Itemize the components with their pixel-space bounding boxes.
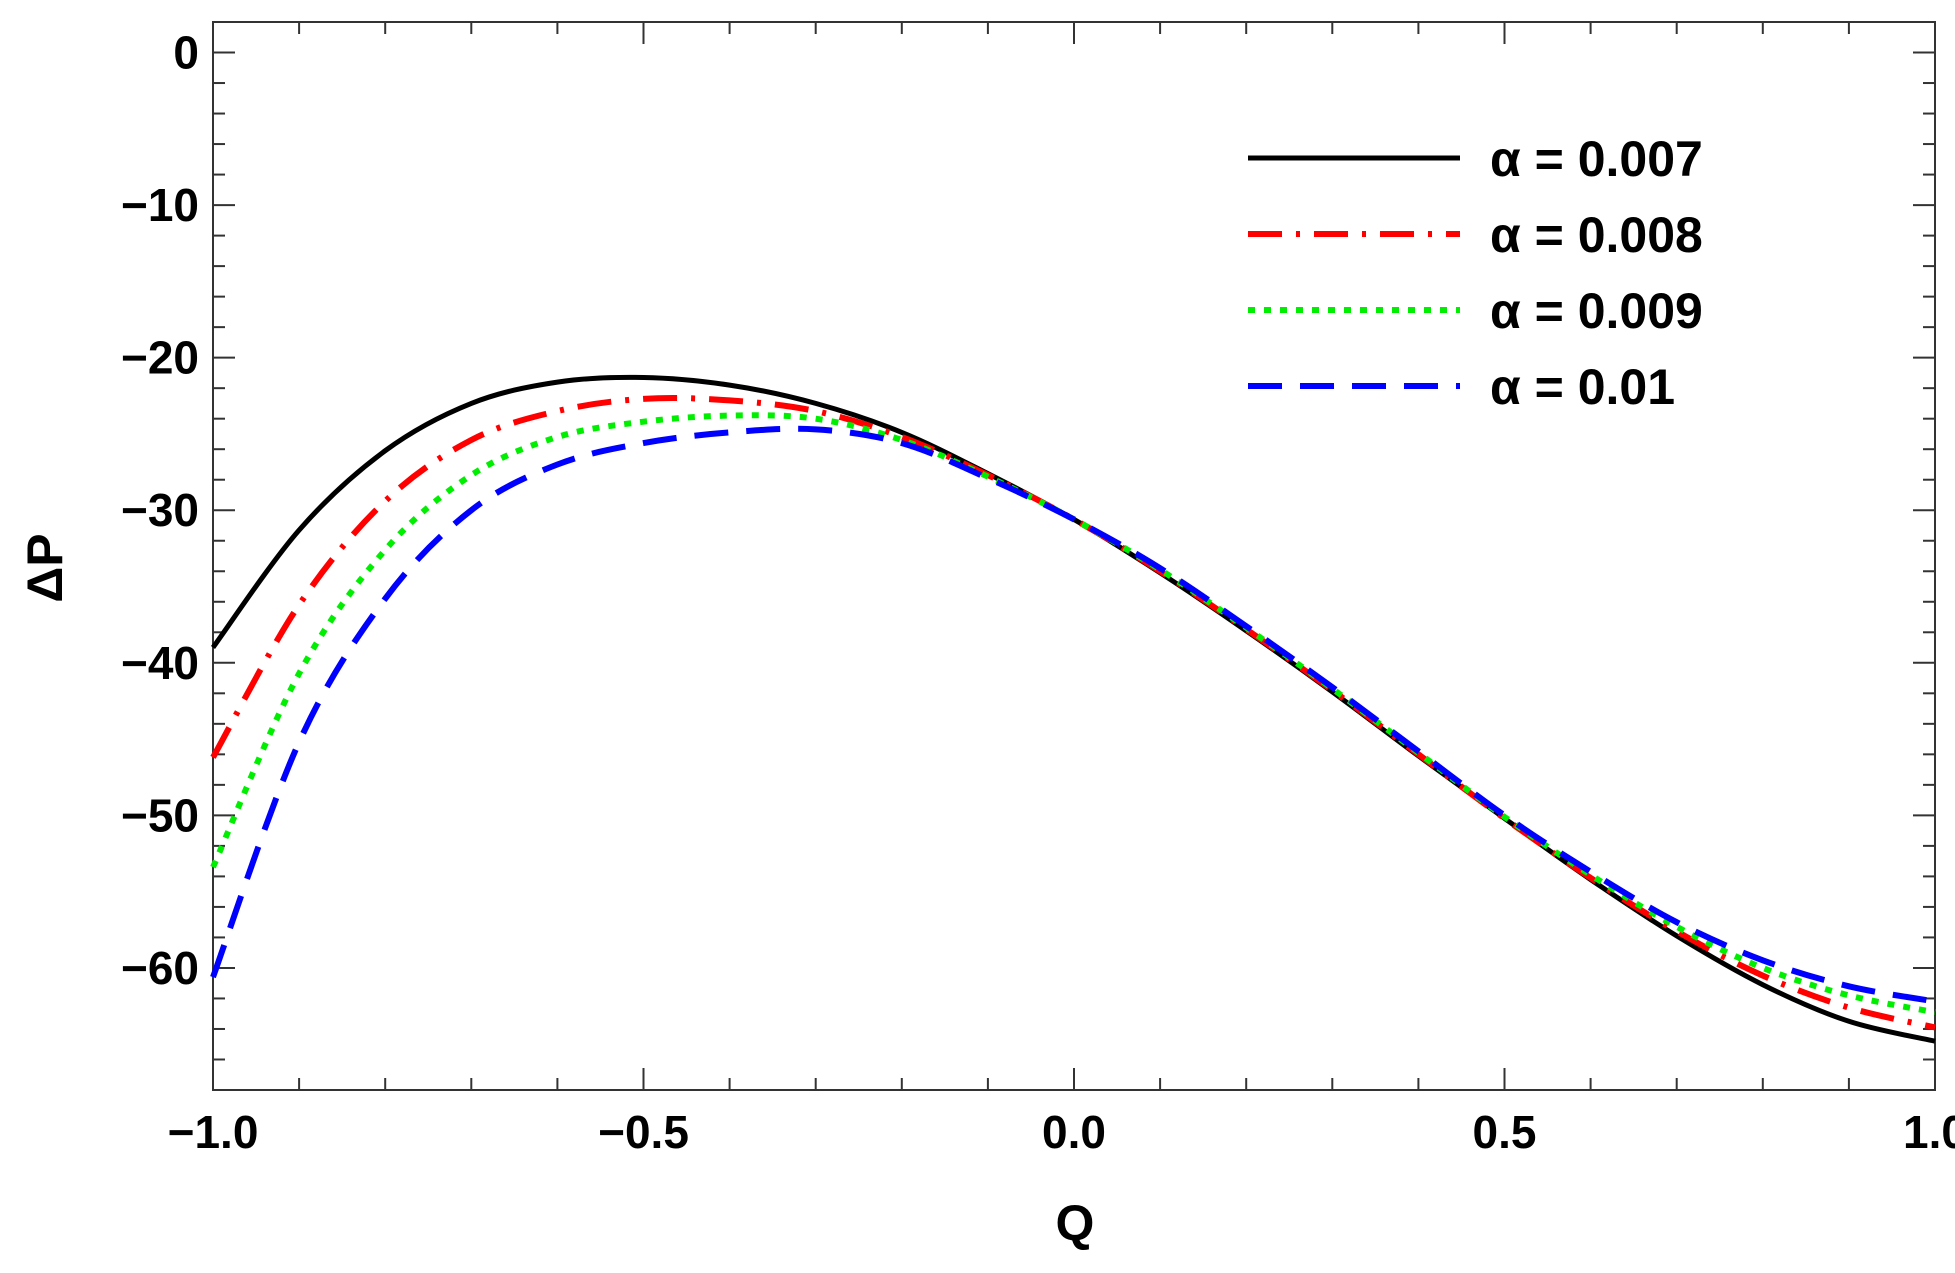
legend-label-3: α = 0.009 [1490, 283, 1703, 339]
x-axis-label: Q [1056, 1195, 1095, 1251]
legend: α = 0.007 α = 0.008 α = 0.009 α = 0.01 [1248, 131, 1703, 415]
y-tick-label: −10 [121, 179, 199, 231]
x-tick-label: 0.0 [1042, 1106, 1106, 1158]
x-tick-label: −0.5 [598, 1106, 689, 1158]
y-tick-label: −30 [121, 484, 199, 536]
y-tick-label: −50 [121, 789, 199, 841]
y-axis-label: ΔP [17, 533, 73, 602]
series-line-4 [210, 425, 1936, 1005]
y-tick-label: −40 [121, 637, 199, 689]
y-tick-label: −20 [121, 332, 199, 384]
x-axis-ticks: −1.0 −0.5 0.0 0.5 1.0 [168, 22, 1955, 1158]
legend-label-4: α = 0.01 [1490, 359, 1675, 415]
y-tick-label: 0 [173, 27, 199, 79]
y-tick-label: −60 [121, 942, 199, 994]
y-axis-ticks: 0 −10 −20 −30 −40 −50 −60 [121, 21, 1935, 1091]
legend-label-1: α = 0.007 [1490, 131, 1703, 187]
x-tick-label: 1.0 [1903, 1106, 1955, 1158]
series-line-2 [210, 395, 1936, 1031]
legend-label-2: α = 0.008 [1490, 207, 1703, 263]
x-tick-label: 0.5 [1473, 1106, 1537, 1158]
x-tick-label: −1.0 [168, 1106, 259, 1158]
series-lines [210, 374, 1936, 1044]
series-line-1 [210, 374, 1936, 1044]
